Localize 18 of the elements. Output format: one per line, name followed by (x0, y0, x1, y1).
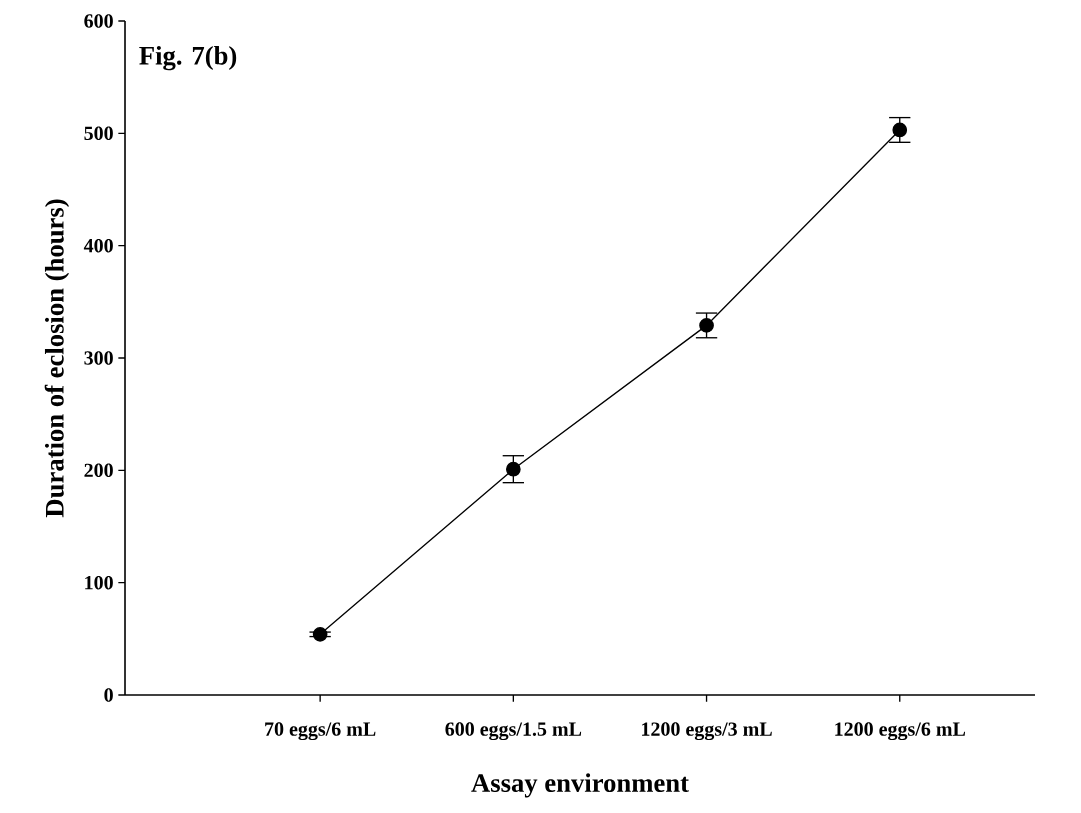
y-tick-label: 500 (84, 126, 113, 141)
y-tick-label: 200 (84, 463, 113, 478)
point (506, 461, 521, 477)
x-tick-label: 1200 eggs/6 mL (835, 722, 966, 741)
y-tick-label: 300 (84, 351, 113, 365)
x-axis-title: Assay environment (471, 773, 689, 798)
y-axis-title: Duration of eclosion (hours) (44, 199, 70, 518)
point (699, 318, 714, 333)
y-tick-label: 600 (84, 14, 113, 28)
y-tick-label: 0 (104, 688, 113, 702)
text: Fig. 7(b) (139, 45, 237, 71)
point (892, 122, 908, 138)
y-tick-label: 400 (83, 238, 113, 253)
x-tick-label: 600 eggs/1.5 mL (445, 722, 582, 741)
y-tick-label: 100 (85, 575, 113, 590)
point (312, 626, 328, 642)
x-tick-label: 1200 eggs/3 mL (642, 722, 772, 741)
x-tick-label: 70 eggs/6 mL (265, 722, 376, 741)
